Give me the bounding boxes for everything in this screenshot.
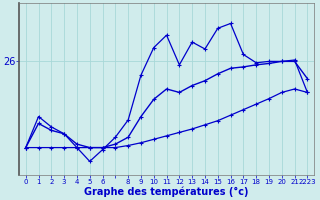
X-axis label: Graphe des températures (°c): Graphe des températures (°c) [84,187,249,197]
